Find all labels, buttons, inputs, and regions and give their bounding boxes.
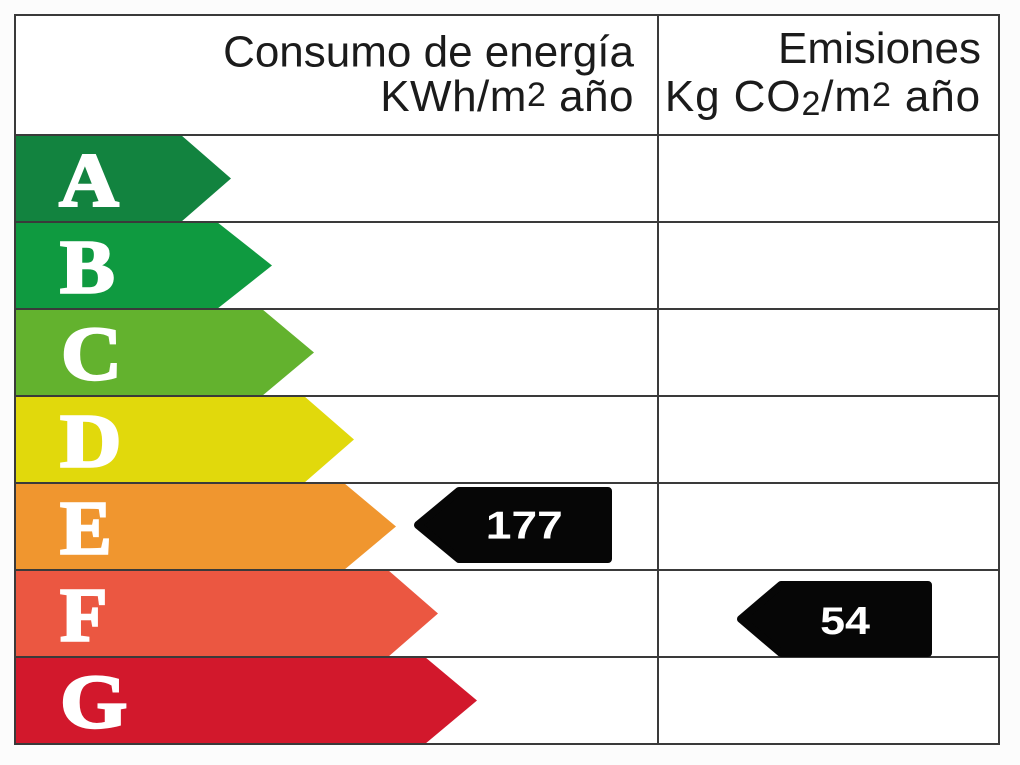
svg-text:C: C xyxy=(61,312,122,396)
svg-text:E: E xyxy=(60,486,112,570)
svg-text:F: F xyxy=(60,573,107,657)
svg-text:A: A xyxy=(59,139,119,223)
svg-text:177: 177 xyxy=(486,504,563,548)
svg-text:D: D xyxy=(60,400,121,484)
svg-text:KWh/m2 año: KWh/m2 año xyxy=(380,72,634,121)
svg-text:54: 54 xyxy=(820,599,871,643)
svg-text:B: B xyxy=(60,226,115,310)
svg-text:Emisiones: Emisiones xyxy=(778,24,981,73)
svg-text:Kg CO2/m2 año: Kg CO2/m2 año xyxy=(665,72,981,123)
svg-text:G: G xyxy=(60,659,127,744)
svg-text:Consumo de energía: Consumo de energía xyxy=(223,28,634,77)
